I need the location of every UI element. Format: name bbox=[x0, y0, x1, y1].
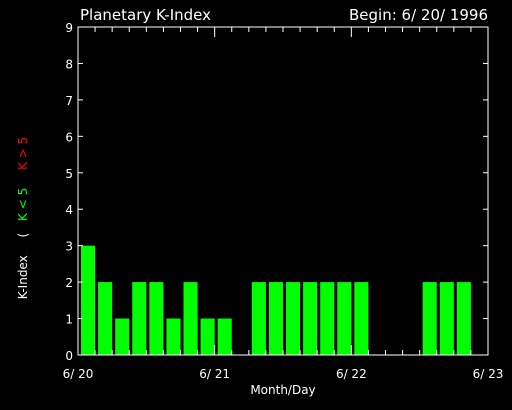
x-axis-label: Month/Day bbox=[250, 383, 315, 397]
y-axis-title: K-Index bbox=[16, 255, 30, 299]
y-tick-group: 0 1 2 3 4 5 6 7 8 9 bbox=[65, 21, 488, 363]
k-index-bar bbox=[149, 282, 164, 355]
x-tick-label: 6/ 21 bbox=[199, 367, 230, 381]
y-tick-label: 7 bbox=[65, 94, 73, 108]
k-index-bar bbox=[337, 282, 352, 355]
k-index-bar bbox=[81, 245, 96, 355]
chart-subtitle: Begin: 6/ 20/ 1996 bbox=[349, 6, 488, 24]
y-tick-label: 9 bbox=[65, 21, 73, 35]
x-tick-label: 6/ 23 bbox=[473, 367, 504, 381]
k-index-bar bbox=[422, 282, 437, 355]
k-index-bar bbox=[439, 282, 454, 355]
k-index-bar bbox=[217, 318, 232, 355]
k-index-bar bbox=[98, 282, 113, 355]
chart-title: Planetary K-Index bbox=[80, 6, 211, 24]
y-tick-label: 0 bbox=[65, 349, 73, 363]
k-index-bar bbox=[268, 282, 283, 355]
k-index-bar bbox=[132, 282, 147, 355]
k-index-bar bbox=[183, 282, 198, 355]
k-index-bar bbox=[200, 318, 215, 355]
legend-low-label: K < 5 bbox=[16, 188, 30, 221]
x-tick-group: 6/ 20 6/ 21 6/ 22 6/ 23 bbox=[63, 27, 504, 381]
y-axis-label: K-Index ( K < 5 K > 5 bbox=[16, 137, 30, 300]
k-index-bar bbox=[115, 318, 130, 355]
y-tick-label: 5 bbox=[65, 167, 73, 181]
k-index-bar bbox=[286, 282, 301, 355]
legend-open-paren: ( bbox=[16, 233, 30, 238]
y-tick-label: 8 bbox=[65, 57, 73, 71]
y-tick-label: 1 bbox=[65, 313, 73, 327]
y-tick-label: 6 bbox=[65, 130, 73, 144]
k-index-bar bbox=[251, 282, 266, 355]
y-tick-label: 3 bbox=[65, 240, 73, 254]
x-tick-label: 6/ 22 bbox=[336, 367, 367, 381]
legend-high-label: K > 5 bbox=[16, 137, 30, 170]
y-tick-label: 2 bbox=[65, 276, 73, 290]
x-tick-label: 6/ 20 bbox=[63, 367, 94, 381]
k-index-bar bbox=[166, 318, 181, 355]
k-index-bar bbox=[456, 282, 471, 355]
bar-group bbox=[81, 245, 471, 355]
k-index-bar bbox=[303, 282, 318, 355]
k-index-bar bbox=[320, 282, 335, 355]
y-axis-label-group: K-Index ( K < 5 K > 5 bbox=[16, 137, 30, 300]
y-tick-label: 4 bbox=[65, 203, 73, 217]
k-index-bar bbox=[354, 282, 369, 355]
